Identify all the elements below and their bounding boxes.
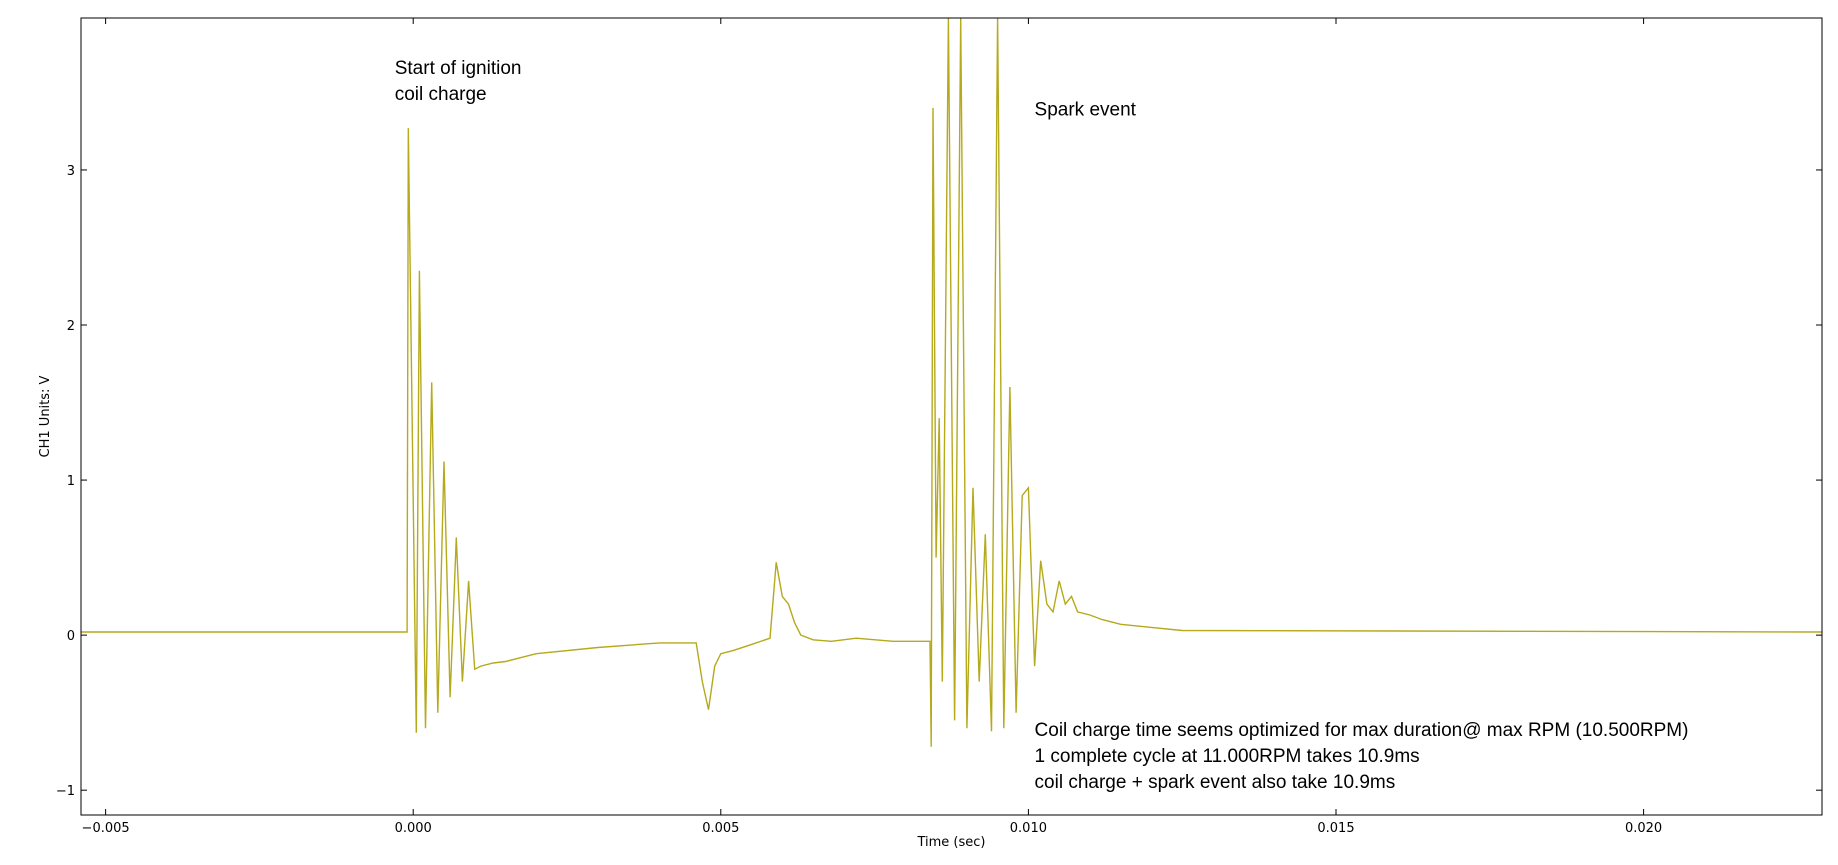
annotation-line: Start of ignition (395, 58, 522, 79)
x-axis-label: Time (sec) (916, 835, 985, 850)
y-axis-label: CH1 Units: V (38, 375, 53, 457)
annotations: Start of ignition coil charge Spark event C… (395, 58, 1689, 793)
axis-ticks: −0.005 0.000 0.005 0.010 0.015 0.020 −1 0 1 2 3 (56, 18, 1822, 836)
annotation-1: Spark event (1035, 100, 1137, 121)
y-tick-label: 1 (67, 474, 75, 489)
x-tick-label: 0.000 (395, 821, 432, 836)
x-tick-label: −0.005 (82, 821, 130, 836)
annotation-line: Coil charge time seems optimized for max… (1035, 720, 1689, 741)
x-tick-label: 0.010 (1010, 821, 1047, 836)
plot-frame (80, 17, 1823, 816)
x-tick-label: 0.015 (1317, 821, 1354, 836)
plot-area (81, 18, 1822, 747)
annotation-line: coil charge (395, 84, 487, 105)
annotation-0: Start of ignition coil charge (395, 58, 522, 105)
x-tick-label: 0.005 (702, 821, 739, 836)
annotation-2: Coil charge time seems optimized for max… (1035, 720, 1689, 793)
annotation-line: 1 complete cycle at 11.000RPM takes 10.9… (1035, 746, 1420, 767)
y-tick-label: −1 (56, 784, 75, 799)
x-tick-label: 0.020 (1625, 821, 1662, 836)
signal-trace-0 (81, 18, 1822, 747)
annotation-line: coil charge + spark event also take 10.9… (1035, 772, 1396, 793)
y-tick-label: 3 (67, 164, 75, 179)
y-tick-label: 2 (67, 319, 75, 334)
annotation-line: Spark event (1035, 100, 1137, 121)
y-tick-label: 0 (67, 629, 75, 644)
